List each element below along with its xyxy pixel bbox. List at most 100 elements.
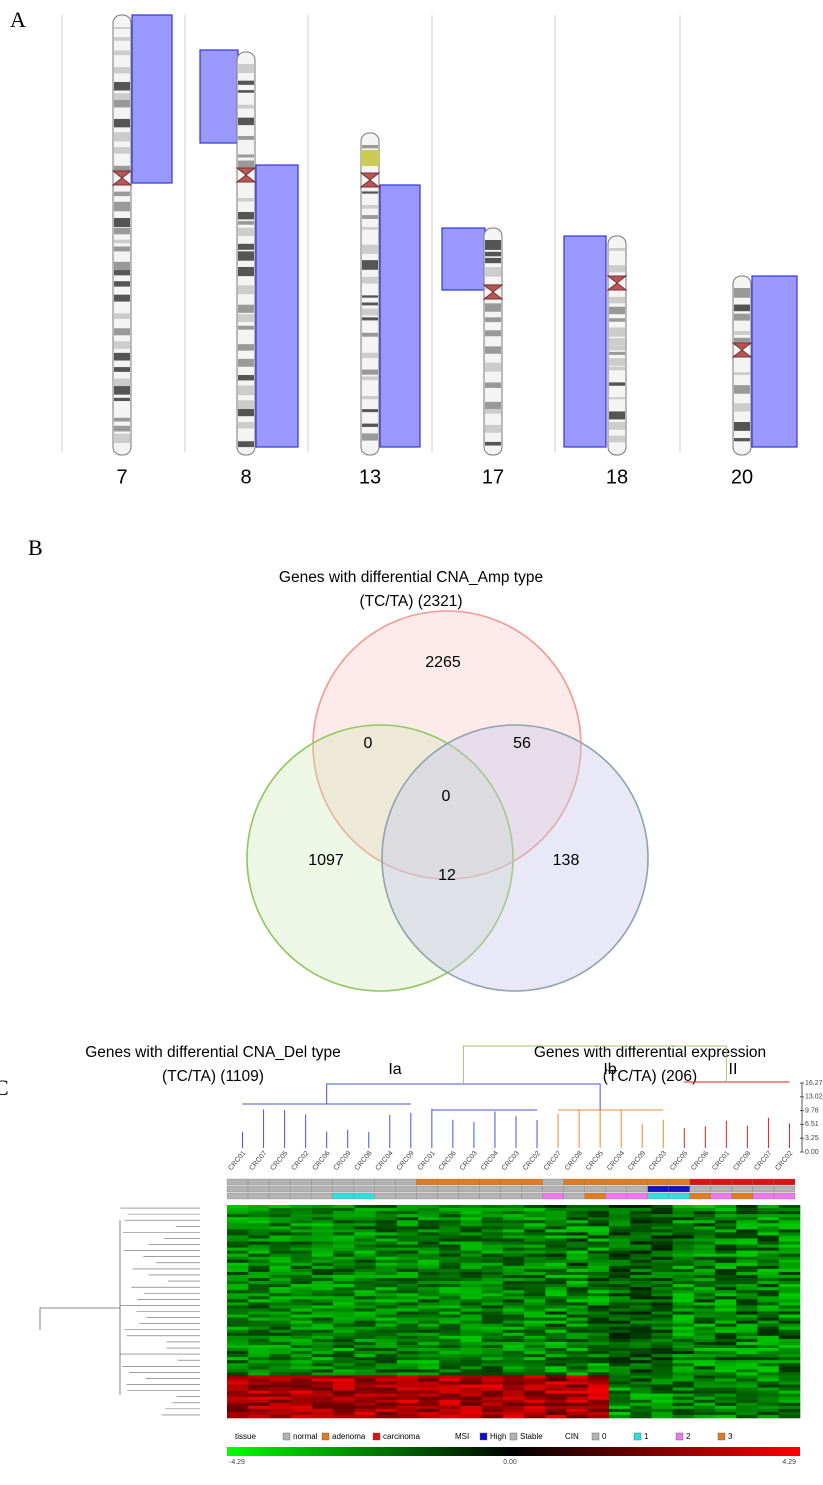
heat-cell [609, 1372, 631, 1376]
heat-cell [630, 1241, 652, 1245]
heat-cell [354, 1226, 376, 1230]
heat-cell [778, 1287, 801, 1291]
heat-cell [269, 1238, 291, 1242]
heat-cell [693, 1323, 716, 1328]
heat-cell [439, 1271, 461, 1276]
heat-cell [375, 1375, 398, 1379]
venn-count: 0 [442, 788, 451, 805]
heat-cell [693, 1338, 716, 1343]
annotation [500, 1178, 522, 1186]
heat-cell [248, 1271, 270, 1276]
annotation [374, 1178, 396, 1186]
heat-cell [418, 1223, 440, 1227]
heat-cell [354, 1387, 376, 1391]
heat-cell [778, 1308, 801, 1312]
heat-cell [736, 1244, 758, 1248]
band [485, 240, 501, 250]
annotation [626, 1185, 648, 1193]
heat-cell [693, 1393, 716, 1397]
heat-cell [418, 1375, 440, 1379]
legend-label: tissue [235, 1432, 256, 1441]
heat-cell [587, 1296, 610, 1300]
heat-cell [396, 1262, 419, 1267]
heat-cell [715, 1323, 737, 1328]
heat-cell [651, 1293, 673, 1297]
heat-cell [736, 1375, 758, 1379]
amp-circle [312, 610, 582, 880]
heat-cell [460, 1281, 482, 1285]
heat-cell [524, 1396, 546, 1401]
heat-cell [545, 1284, 567, 1288]
heat-cell [672, 1208, 695, 1212]
heat-cell [248, 1226, 270, 1230]
band [238, 266, 254, 277]
heat-cell [630, 1262, 652, 1267]
heat-cell [460, 1311, 482, 1315]
heat-cell [545, 1317, 567, 1321]
heat-cell [311, 1344, 334, 1349]
heat-cell [566, 1363, 589, 1367]
heat-cell [227, 1393, 249, 1397]
heat-cell [418, 1372, 440, 1376]
heat-cell [587, 1226, 610, 1230]
heat-cell [354, 1262, 376, 1267]
heat-cell [693, 1241, 716, 1245]
heat-cell [630, 1387, 652, 1391]
heat-cell [418, 1284, 440, 1288]
heat-cell [778, 1262, 801, 1267]
heat-cell [630, 1326, 652, 1331]
heat-cell [651, 1381, 673, 1385]
heat-cell [609, 1253, 631, 1258]
heat-cell [651, 1223, 673, 1227]
heat-cell [524, 1329, 546, 1334]
heat-cell [693, 1211, 716, 1215]
band [238, 400, 254, 410]
heat-cell [396, 1390, 419, 1394]
heat-cell [651, 1253, 673, 1258]
heat-cell [778, 1399, 801, 1404]
heat-cell [311, 1268, 334, 1273]
sample-label: CRC05 [269, 1150, 289, 1172]
heat-cell [396, 1229, 419, 1233]
heat-cell [333, 1278, 355, 1282]
heat-cell [396, 1278, 419, 1282]
heat-cell [354, 1311, 376, 1315]
heat-cell [693, 1378, 716, 1382]
heat-cell [757, 1226, 780, 1230]
heat-cell [545, 1372, 567, 1376]
heat-cell [672, 1253, 695, 1258]
heat-cell [630, 1250, 652, 1254]
heat-cell [778, 1259, 801, 1264]
heat-cell [354, 1348, 376, 1352]
heat-cell [736, 1384, 758, 1388]
heat-cell [778, 1232, 801, 1236]
heat-cell [396, 1241, 419, 1245]
heat-cell [248, 1408, 270, 1413]
heat-cell [651, 1265, 673, 1270]
heat-cell [609, 1399, 631, 1404]
cnv-block [131, 14, 173, 184]
heat-cell [672, 1232, 695, 1236]
heat-cell [524, 1223, 546, 1227]
venn-title: Genes with differential CNA_Amp type [279, 569, 543, 586]
heat-cell [311, 1281, 334, 1285]
heat-cell [736, 1360, 758, 1364]
heat-cell [375, 1348, 398, 1352]
heat-cell [333, 1214, 355, 1218]
heat-cell [651, 1302, 673, 1306]
heat-cell [757, 1250, 780, 1254]
heat-cell [693, 1329, 716, 1334]
heat-cell [778, 1302, 801, 1306]
heat-cell [672, 1335, 695, 1340]
heat-cell [715, 1399, 737, 1404]
band [362, 295, 378, 298]
heat-cell [715, 1302, 737, 1306]
heat-cell [693, 1348, 716, 1352]
heat-cell [651, 1332, 673, 1337]
heat-cell [502, 1293, 525, 1297]
heat-cell [778, 1402, 801, 1407]
heat-cell [778, 1268, 801, 1273]
heat-cell [609, 1311, 631, 1315]
heat-cell [375, 1411, 398, 1416]
heat-cell [566, 1217, 589, 1221]
